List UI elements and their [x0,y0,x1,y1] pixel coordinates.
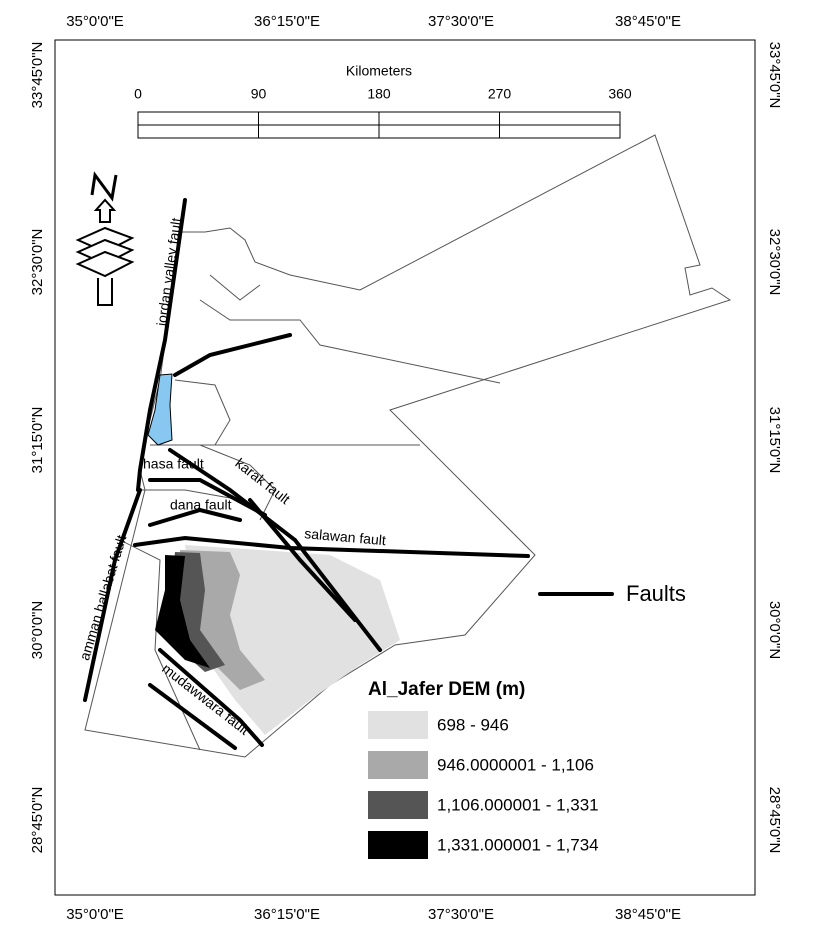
legend-swatch [368,831,428,859]
graticule: 35°0'0"E 36°15'0"E 37°30'0"E 38°45'0"E 35°0'… [29,13,783,923]
legend-title: Al_Jafer DEM (m) [368,679,525,700]
fault-line [133,535,530,558]
legend-label: 946.0000001 - 1,106 [437,755,594,774]
legend: 698 - 946 946.0000001 - 1,106 1,106.000001… [368,711,599,859]
graticule-label: 32°30'0"N [766,229,783,296]
scale-bar: 0 90 180 270 360 [134,86,632,139]
graticule-label: 31°15'0"N [29,407,46,474]
scale-label: 0 [134,86,142,102]
legend-swatch [368,791,428,819]
graticule-label: 33°45'0"N [766,42,783,109]
fault-line [148,478,267,517]
fault-line [158,648,264,747]
legend-label: 698 - 946 [437,715,509,734]
fault-line [83,488,142,702]
graticule-label: 36°15'0"E [254,906,320,923]
admin-boundaries [119,274,501,751]
graticule-label: 37°30'0"E [428,906,494,923]
north-arrow [75,171,135,306]
scale-title: Kilometers [346,63,412,79]
graticule-label: 28°45'0"N [766,787,783,854]
legend-faults-label: Faults [626,581,686,606]
fault-label: dana fault [170,497,232,513]
faults [83,198,614,750]
scale-label: 180 [367,86,391,102]
graticule-label: 36°15'0"E [254,13,320,30]
graticule-label: 31°15'0"N [766,407,783,474]
scale-label: 90 [251,86,267,102]
legend-label: 1,106.000001 - 1,331 [437,795,599,814]
fault-line [148,683,237,750]
graticule-label: 37°30'0"E [428,13,494,30]
graticule-label: 30°0'0"N [766,601,783,659]
graticule-label: 38°45'0"E [615,13,681,30]
fault-line [148,507,242,527]
dead-sea [147,373,173,446]
legend-swatch [368,711,428,739]
graticule-label: 38°45'0"E [615,906,681,923]
graticule-label: 35°0'0"E [66,906,124,923]
graticule-label: 32°30'0"N [29,229,46,296]
fault-line [173,333,292,377]
graticule-label: 30°0'0"N [29,601,46,659]
legend-swatch [368,751,428,779]
dem-class [155,555,210,668]
graticule-label: 28°45'0"N [29,787,46,854]
fault-line [248,498,357,622]
legend-label: 1,331.000001 - 1,734 [437,835,599,854]
scale-label: 360 [608,86,632,102]
fault-line [136,198,187,492]
scale-label: 270 [488,86,512,102]
fault-label: salawan fault [304,525,387,548]
graticule-label: 35°0'0"E [66,13,124,30]
graticule-label: 33°45'0"N [29,42,46,109]
fault-label: hasa fault [143,456,204,472]
